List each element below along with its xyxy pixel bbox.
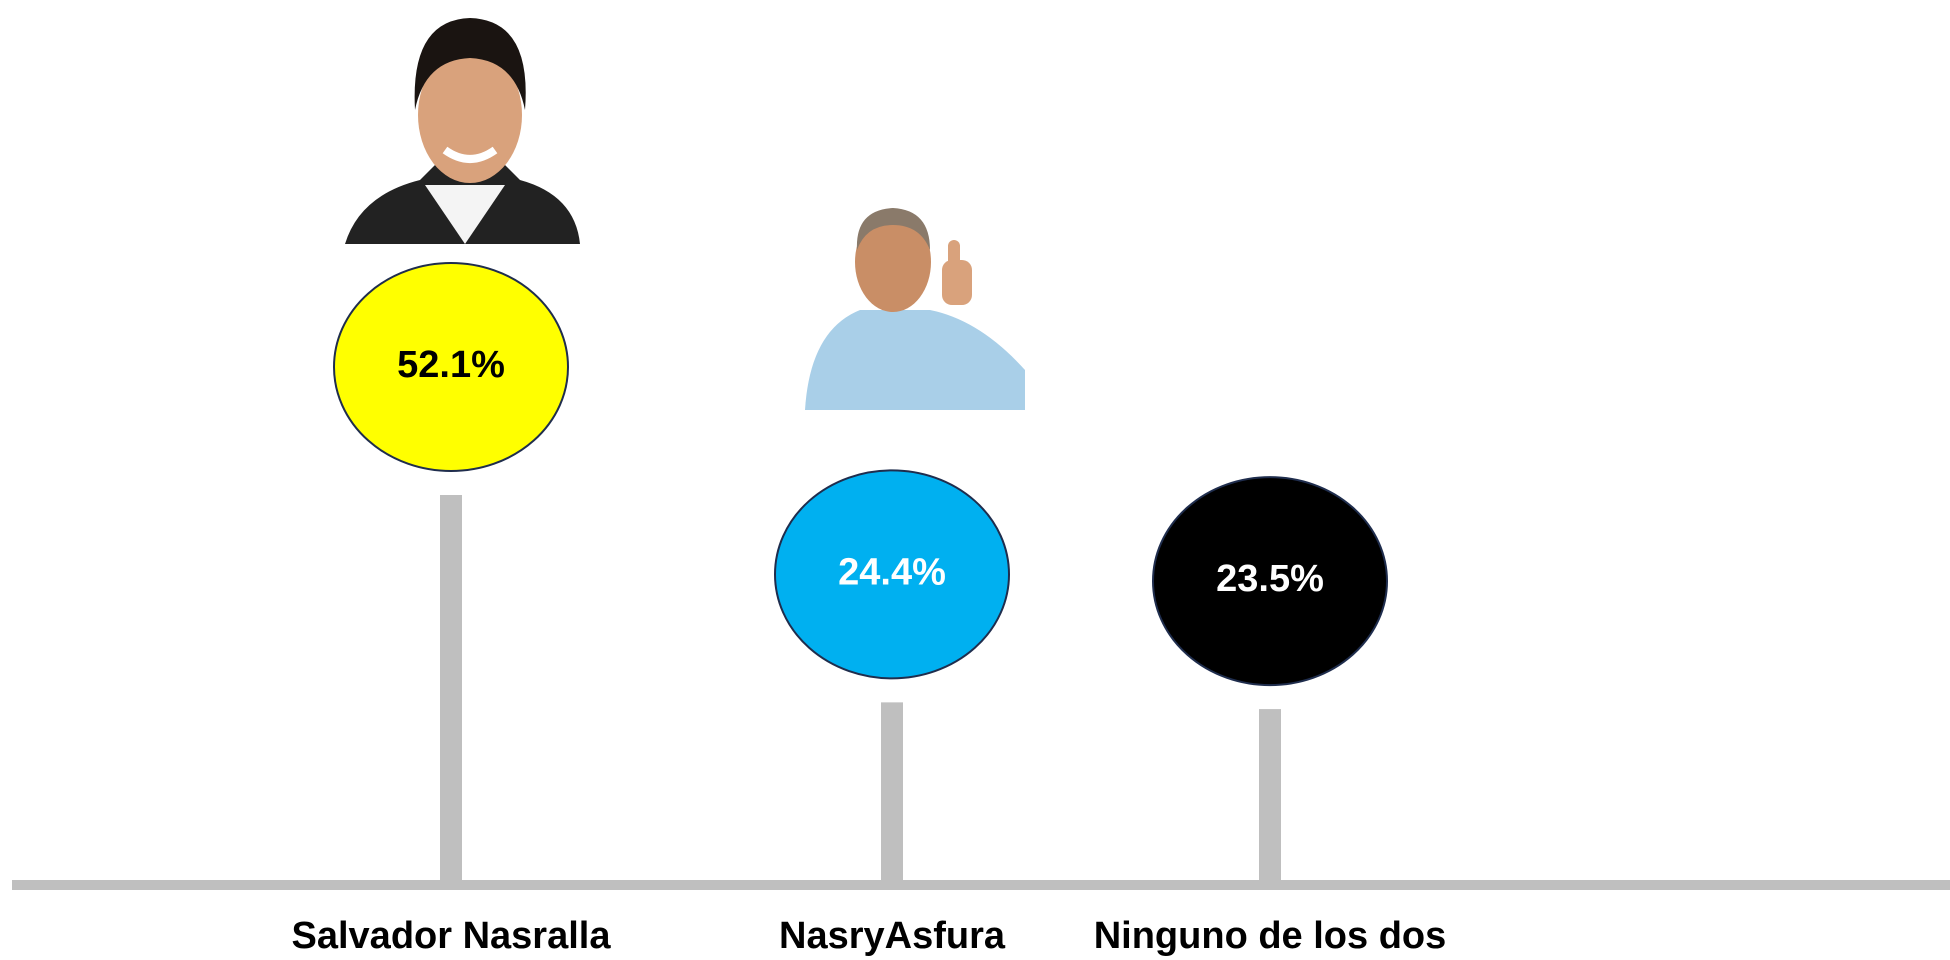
value-label: 52.1% [397, 344, 505, 386]
stem [1259, 709, 1281, 885]
value-bubble [774, 469, 1010, 680]
photo-asfura [805, 208, 1025, 410]
stem [440, 495, 462, 885]
value-label: 24.4% [838, 551, 946, 593]
value-bubble [1152, 476, 1388, 687]
category-label: Salvador Nasralla [292, 915, 612, 957]
stem [881, 702, 903, 885]
value-bubble [333, 262, 569, 472]
photo-nasralla [345, 18, 580, 244]
category-label: Ninguno de los dos [1094, 915, 1447, 957]
baseline [12, 880, 1950, 890]
category-label: NasryAsfura [779, 915, 1006, 957]
value-label: 23.5% [1216, 558, 1324, 600]
